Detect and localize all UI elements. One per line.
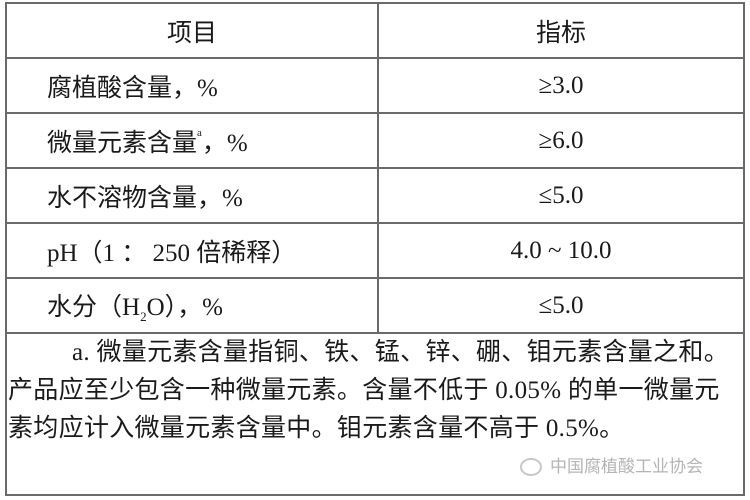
table-row: 微量元素含量a，% ≥6.0 (5, 112, 745, 169)
header-item: 项目 (5, 2, 379, 59)
item-text: O），% (146, 293, 223, 321)
footnote-marker: a (197, 126, 202, 139)
row-item: 微量元素含量a，% (5, 112, 379, 169)
row-item: 水不溶物含量，% (5, 167, 379, 224)
item-text: 微量元素含量 (47, 129, 198, 157)
item-unit: ，% (201, 129, 248, 157)
header-value: 指标 (377, 2, 745, 59)
watermark: 中国腐植酸工业协会 (520, 452, 703, 477)
item-text: 水分（H (47, 293, 141, 321)
table-row: 水不溶物含量，% ≤5.0 (5, 167, 745, 224)
row-value: 4.0 ~ 10.0 (377, 222, 745, 279)
row-item: pH（1 ： 250 倍稀释） (5, 222, 379, 279)
table-row: 腐植酸含量，% ≥3.0 (5, 57, 745, 114)
row-value: ≤5.0 (377, 277, 745, 334)
row-value: ≤5.0 (377, 167, 745, 224)
row-item: 腐植酸含量，% (5, 57, 379, 114)
table-row: pH（1 ： 250 倍稀释） 4.0 ~ 10.0 (5, 222, 745, 279)
row-value: ≥6.0 (377, 112, 745, 169)
table-row: 水分（H2O），% ≤5.0 (5, 277, 745, 334)
footnote: a. 微量元素含量指铜、铁、锰、锌、硼、钼元素含量之和。产品应至少包含一种微量元… (8, 339, 729, 442)
watermark-text: 中国腐植酸工业协会 (550, 457, 703, 477)
subscript: 2 (140, 308, 147, 324)
wechat-icon (520, 458, 542, 476)
row-value: ≥3.0 (377, 57, 745, 114)
spec-table: 项目 指标 腐植酸含量，% ≥3.0 微量元素含量a，% ≥6.0 水不溶物含量… (5, 2, 745, 334)
table-header-row: 项目 指标 (5, 2, 745, 59)
row-item: 水分（H2O），% (5, 277, 379, 334)
